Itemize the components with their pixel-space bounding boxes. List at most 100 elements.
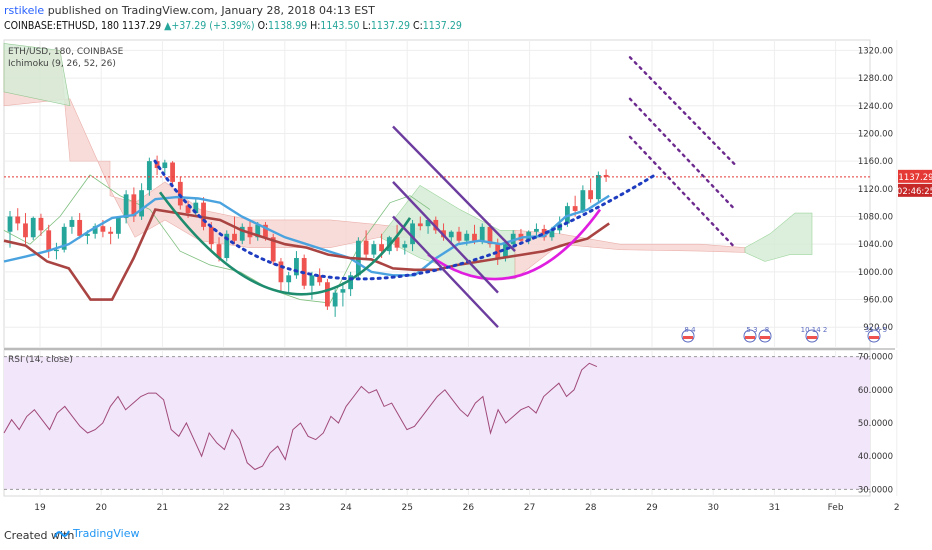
rounded-bottom-arc bbox=[158, 191, 412, 296]
main-title: ETH/USD, 180, COINBASE bbox=[8, 47, 124, 57]
last-price-value: 1137.29 bbox=[122, 20, 162, 32]
x-tick-label: 30 bbox=[707, 503, 719, 513]
last-price-tag-text: 1137.29 bbox=[898, 173, 932, 183]
candle-body bbox=[162, 162, 168, 169]
high-label: H: bbox=[310, 20, 321, 32]
candle-body bbox=[170, 162, 175, 182]
countdown-tag bbox=[898, 183, 932, 197]
x-tick-label: 21 bbox=[157, 503, 168, 513]
event-badge-label: 10 14 2 bbox=[801, 326, 828, 334]
y-tick-label: 1200.00 bbox=[858, 129, 893, 139]
indicator-title: Ichimoku (9, 26, 52, 26) bbox=[8, 59, 116, 69]
candle-body bbox=[503, 244, 508, 259]
chart-area[interactable]: 920.00 960.00 1000.00 1040.00 1080.00 1120.00… bbox=[0, 36, 932, 521]
event-flag-stripe bbox=[683, 336, 693, 339]
candle-body bbox=[549, 230, 555, 238]
chart-header: rstikele published on TradingView.com, J… bbox=[0, 0, 932, 36]
high-value: 1143.50 bbox=[320, 20, 360, 32]
symbol-line: COINBASE:ETHUSD, 180 1137.29 ▲+37.29 (+3… bbox=[4, 20, 462, 32]
low-label: L: bbox=[362, 20, 371, 32]
tradingview-brand[interactable]: TradingView bbox=[54, 527, 139, 540]
candle-body bbox=[595, 174, 601, 200]
y-tick-label: 1120.00 bbox=[858, 185, 893, 195]
x-tick-label: 22 bbox=[218, 503, 229, 513]
candle-body bbox=[92, 226, 98, 234]
candle-body bbox=[30, 217, 36, 238]
candle-body bbox=[61, 226, 67, 250]
y-tick-label: 1000.00 bbox=[858, 268, 893, 278]
candle-body bbox=[208, 226, 214, 245]
candle-body bbox=[270, 237, 276, 262]
countdown-tag-text: 02:46:25 bbox=[897, 187, 932, 197]
x-tick-label: Feb bbox=[828, 503, 844, 513]
candle-body bbox=[255, 224, 261, 238]
projected-dotted-line bbox=[628, 56, 737, 166]
candle-body bbox=[309, 275, 315, 286]
rsi-band bbox=[4, 356, 870, 490]
y-tick-label: 1080.00 bbox=[858, 212, 893, 222]
rsi-tick-label: 30.0000 bbox=[858, 485, 893, 495]
event-badge-label: 8 4 bbox=[684, 326, 696, 334]
candle-body bbox=[278, 261, 284, 283]
x-tick-label: 29 bbox=[646, 503, 658, 513]
candle-body bbox=[433, 219, 439, 231]
ichimoku-cloud-green bbox=[3, 43, 71, 107]
author-link[interactable]: rstikele bbox=[4, 4, 45, 17]
rsi-title: RSI (14, close) bbox=[8, 355, 73, 365]
candle-body bbox=[154, 161, 160, 169]
y-tick-label: 1320.00 bbox=[858, 46, 893, 56]
ichimoku-kijun-line bbox=[3, 208, 610, 301]
candle-body bbox=[417, 223, 423, 227]
publish-text: published on TradingView.com, January 28… bbox=[44, 4, 375, 17]
event-badge[interactable]: 8 4 bbox=[681, 326, 696, 343]
event-badge-label: 8 bbox=[765, 326, 769, 334]
candle-body bbox=[15, 216, 21, 224]
candle-body bbox=[146, 161, 152, 191]
x-tick-label: 2 bbox=[894, 503, 900, 513]
tradingview-logo-icon bbox=[54, 530, 70, 537]
candle-body bbox=[177, 181, 183, 206]
event-badge[interactable]: 31 6 5 bbox=[865, 326, 887, 343]
candle-body bbox=[487, 226, 493, 245]
candle-body bbox=[534, 228, 539, 232]
candle-body bbox=[115, 217, 121, 234]
close-value: 1137.29 bbox=[422, 20, 462, 32]
event-badge[interactable]: 10 14 2 bbox=[801, 326, 828, 343]
change-up-icon: ▲ bbox=[164, 20, 172, 32]
last-price-tag bbox=[898, 169, 932, 183]
candle-body bbox=[131, 194, 137, 217]
x-tick-label: 31 bbox=[769, 503, 780, 513]
cup-arc bbox=[427, 208, 602, 281]
event-badge[interactable]: 8 bbox=[758, 326, 772, 343]
symbol-label[interactable]: COINBASE:ETHUSD, 180 bbox=[4, 20, 120, 32]
y-tick-label: 1280.00 bbox=[858, 74, 893, 84]
candle-body bbox=[572, 206, 578, 211]
channel-middle-line bbox=[392, 181, 499, 294]
ichimoku-lagging-span bbox=[3, 174, 431, 304]
candle-body bbox=[7, 216, 13, 232]
candle-body bbox=[495, 244, 501, 259]
candle-body bbox=[448, 231, 454, 238]
candle-body bbox=[510, 233, 516, 245]
projected-dotted-line bbox=[628, 97, 737, 211]
y-tick-label: 960.00 bbox=[863, 296, 893, 306]
candle-body bbox=[216, 244, 222, 259]
event-flag-stripe bbox=[760, 336, 770, 339]
event-badge[interactable]: 5 3 bbox=[743, 326, 758, 343]
candle-body bbox=[193, 202, 199, 214]
event-flag-stripe bbox=[807, 336, 817, 339]
ichimoku-tenkan-line bbox=[3, 194, 610, 277]
candle-body bbox=[402, 244, 408, 248]
event-flag-stripe bbox=[745, 336, 755, 339]
candle-body bbox=[425, 219, 431, 227]
candle-body bbox=[340, 289, 346, 293]
main-pane-border bbox=[3, 39, 871, 349]
y-tick-label: 1040.00 bbox=[858, 240, 893, 250]
low-value: 1137.29 bbox=[370, 20, 410, 32]
brand-label: TradingView bbox=[73, 527, 140, 540]
y-tick-label: 1240.00 bbox=[858, 102, 893, 112]
candle-body bbox=[464, 233, 470, 241]
candle-body bbox=[294, 258, 299, 276]
candle-body bbox=[456, 231, 462, 241]
x-tick-label: 27 bbox=[524, 503, 535, 513]
